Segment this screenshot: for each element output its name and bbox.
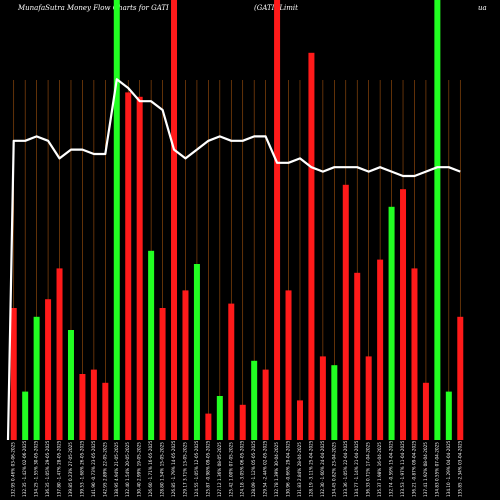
x-tick-label: 138.95 4.94% 21-05-2025 xyxy=(114,442,119,497)
bar xyxy=(411,268,418,440)
site-title: MunafaSutra Money Flow Charts for GATI xyxy=(18,4,169,12)
bars xyxy=(10,0,464,441)
x-tick-label: 128.19 -3.11% 25-04-2025 xyxy=(308,440,313,497)
bar xyxy=(365,356,372,440)
x-tick-labels: 132.95 0.46% 03-06-2025 132.35 -1.42% 02-… xyxy=(11,440,463,497)
x-tick-label: 130.40 2.99% 19-05-2025 xyxy=(137,442,142,497)
bar xyxy=(239,404,246,440)
bar xyxy=(354,272,361,440)
bar xyxy=(377,259,384,440)
bar xyxy=(216,396,223,440)
x-tick-label: 136.21 -0.87% 09-04-2025 xyxy=(411,440,416,497)
x-tick-label: 134.10 -1.29% 04-04-2025 xyxy=(446,440,451,497)
bar xyxy=(79,374,86,440)
x-tick-label: 132.30 -1.60% 24-04-2025 xyxy=(320,440,325,497)
bar xyxy=(434,0,441,440)
x-tick-label: 130.96 -0.66% 29-04-2025 xyxy=(286,440,291,497)
bar xyxy=(159,308,166,440)
x-tick-label: 135.85 -2.34% 03-04-2025 xyxy=(457,440,462,497)
bar xyxy=(125,92,132,441)
bar xyxy=(136,96,143,441)
x-tick-label: 127.12 1.36% 08-05-2025 xyxy=(217,442,222,497)
bar xyxy=(457,316,464,440)
x-tick-label: 125.42 1.00% 07-05-2025 xyxy=(228,442,233,497)
bar xyxy=(193,264,200,440)
x-tick-label: 134.25 -1.55% 30-05-2025 xyxy=(34,440,39,497)
bar xyxy=(308,52,315,441)
x-tick-label: 125.87 -0.98% 09-05-2025 xyxy=(205,440,210,497)
bar xyxy=(388,206,395,440)
x-tick-label: 129.54 -2.44% 02-05-2025 xyxy=(263,440,268,497)
bar xyxy=(445,391,452,440)
bar xyxy=(90,369,97,440)
bar xyxy=(400,189,407,440)
bar xyxy=(182,290,189,440)
x-tick-label: 137.41 1.92% 08-04-2025 xyxy=(423,442,428,497)
bar xyxy=(10,308,17,440)
x-tick-label: 126.60 -1.71% 16-05-2025 xyxy=(148,440,153,497)
bar xyxy=(262,369,269,440)
bar xyxy=(251,360,258,440)
bar xyxy=(148,250,155,440)
x-tick-label: 139.53 -1.68% 26-05-2025 xyxy=(79,440,84,497)
x-tick-label: 131.83 2.84% 28-04-2025 xyxy=(297,442,302,497)
x-tick-label: 124.55 -1.05% 12-05-2025 xyxy=(194,440,199,497)
x-tick-label: 142.95 2.89% 22-05-2025 xyxy=(102,442,107,497)
x-tick-label: 132.40 1.54% 20-05-2025 xyxy=(125,442,130,497)
bar xyxy=(274,0,281,440)
bar xyxy=(285,290,292,440)
price-line xyxy=(6,78,461,441)
x-tick-label: 132.74 -0.59% 15-04-2025 xyxy=(389,440,394,497)
x-tick-label: 139.85 0.23% 27-05-2025 xyxy=(68,442,73,497)
x-tick-label: 132.35 -1.42% 02-06-2025 xyxy=(22,440,27,497)
bar xyxy=(422,382,429,440)
x-tick-label: 137.80 -1.47% 28-05-2025 xyxy=(57,440,62,497)
x-tick-label: 134.77 -1.14% 21-04-2025 xyxy=(354,440,359,497)
x-tick-label: 132.78 1.39% 30-04-2025 xyxy=(274,442,279,497)
bar xyxy=(319,356,326,440)
x-tick-label: 126.85 -1.79% 14-05-2025 xyxy=(171,440,176,497)
bar xyxy=(296,400,303,440)
x-tick-label: 135.37 1.98% 16-04-2025 xyxy=(377,442,382,497)
bar xyxy=(228,303,235,440)
bar xyxy=(171,0,178,440)
price-line-path xyxy=(6,78,461,441)
bar xyxy=(45,299,52,440)
x-tick-label: 132.95 0.46% 03-06-2025 xyxy=(11,442,16,497)
bar xyxy=(33,316,40,440)
x-tick-label: 136.33 0.71% 17-04-2025 xyxy=(366,442,371,497)
x-tick-label: 141.90 -0.73% 23-05-2025 xyxy=(91,440,96,497)
bar xyxy=(205,413,212,440)
header-right-text: ua xyxy=(478,4,487,12)
x-tick-label: 129.17 3.71% 13-05-2025 xyxy=(182,442,187,497)
x-tick-label: 134.45 0.82% 23-04-2025 xyxy=(331,442,336,497)
bar xyxy=(56,268,63,440)
bar xyxy=(22,391,29,440)
bar xyxy=(342,184,349,440)
bar xyxy=(113,0,120,440)
x-tick-label: 134.83 0.55% 07-04-2025 xyxy=(434,442,439,497)
x-tick-label: 133.36 -1.05% 22-04-2025 xyxy=(343,440,348,497)
x-tick-label: 124.18 -3.05% 06-05-2025 xyxy=(240,440,245,497)
x-tick-label: 128.09 -1.12% 05-05-2025 xyxy=(251,440,256,497)
bar xyxy=(102,382,109,440)
x-tick-label: 128.80 1.54% 15-05-2025 xyxy=(160,442,165,497)
bar xyxy=(331,365,338,440)
x-tick-label: 136.35 -1.05% 29-05-2025 xyxy=(45,440,50,497)
bar xyxy=(67,330,74,440)
x-tick-label: 133.53 -1.97% 11-04-2025 xyxy=(400,440,405,497)
